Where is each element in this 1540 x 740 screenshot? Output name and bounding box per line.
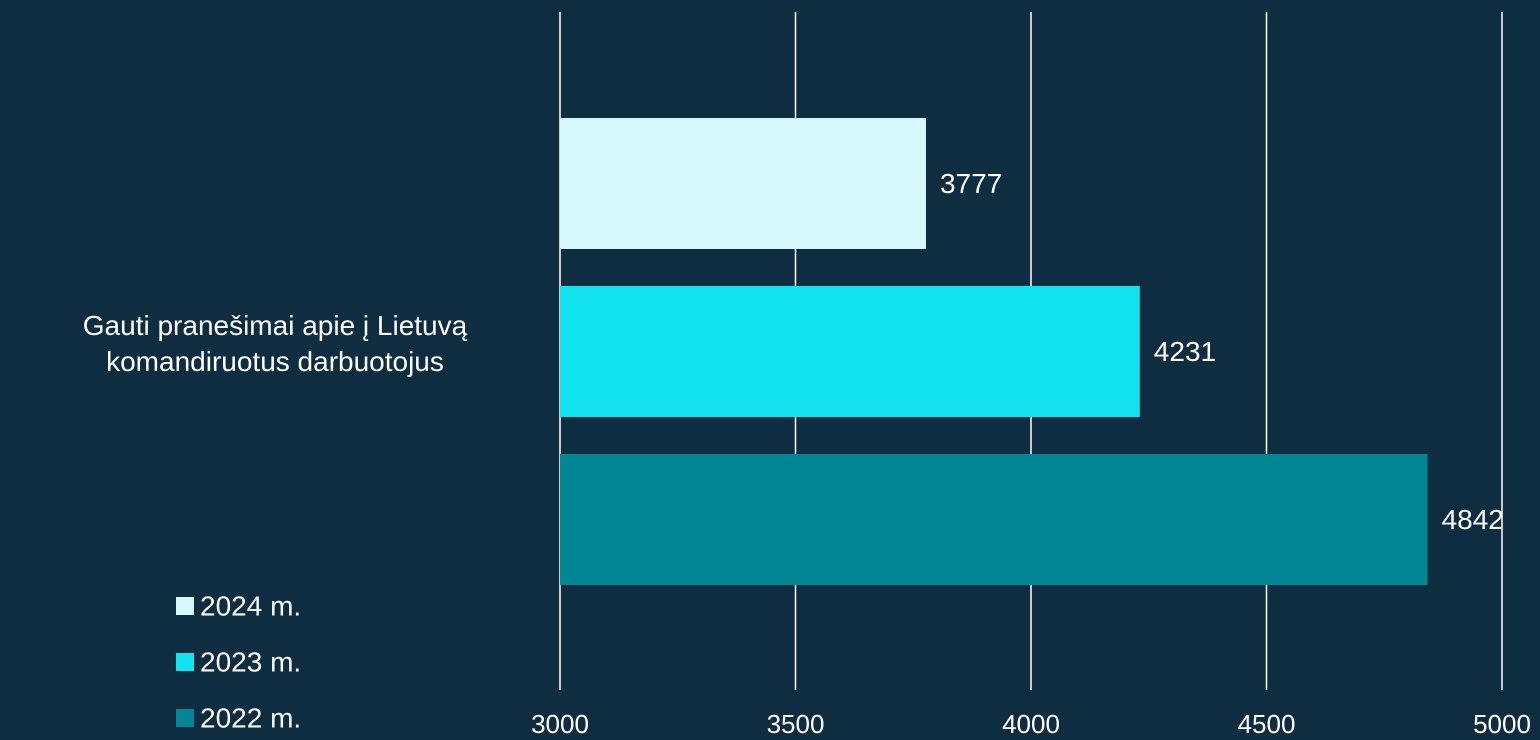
data-label: 4231 <box>1154 336 1216 367</box>
bar <box>560 286 1140 417</box>
bar <box>560 118 926 249</box>
legend-label: 2023 m. <box>200 646 301 677</box>
bar <box>560 454 1428 585</box>
data-label: 3777 <box>940 168 1002 199</box>
x-tick-label: 4500 <box>1238 709 1296 739</box>
legend-swatch <box>176 709 194 727</box>
x-tick-label: 4000 <box>1002 709 1060 739</box>
category-label: Gauti pranešimai apie į Lietuvą komandir… <box>82 310 468 377</box>
legend-label: 2022 m. <box>200 702 301 733</box>
legend-swatch <box>176 597 194 615</box>
legend-label: 2024 m. <box>200 590 301 621</box>
data-label: 4842 <box>1442 504 1504 535</box>
x-tick-label: 3000 <box>531 709 589 739</box>
x-tick-label: 5000 <box>1473 709 1531 739</box>
x-tick-label: 3500 <box>767 709 825 739</box>
legend-swatch <box>176 653 194 671</box>
